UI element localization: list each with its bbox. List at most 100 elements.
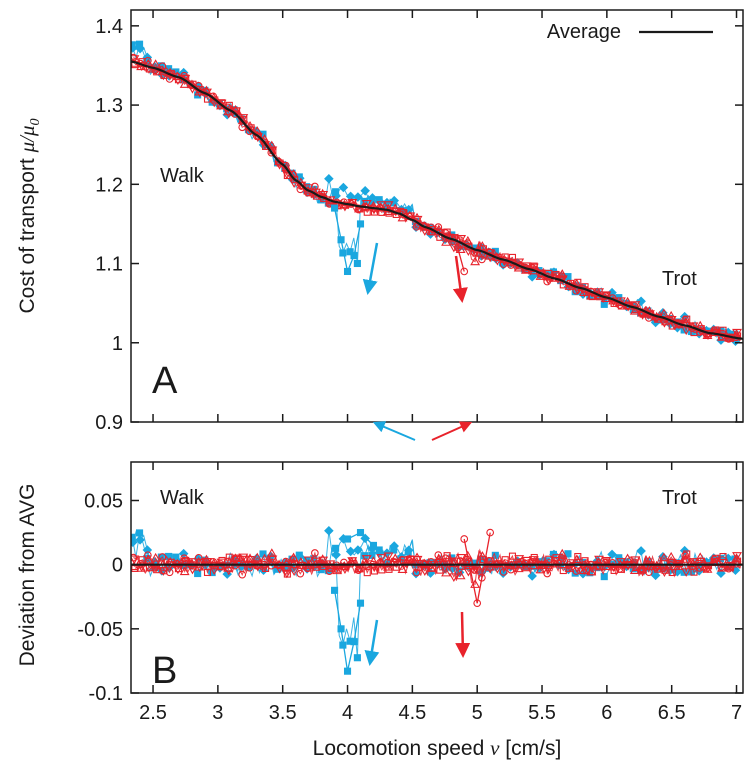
red-deviation-point bbox=[666, 558, 677, 568]
x-tick-label: 4 bbox=[342, 702, 353, 724]
event-point bbox=[460, 535, 469, 543]
red-data-point bbox=[131, 55, 140, 64]
legend-label-average: Average bbox=[547, 21, 621, 43]
panel-a-red-arrow bbox=[452, 255, 468, 303]
red-data-point bbox=[690, 329, 698, 337]
red-deviation-point bbox=[574, 552, 582, 561]
red-deviation-point bbox=[238, 570, 247, 579]
panel-b-letter: B bbox=[152, 650, 177, 692]
red-data-point bbox=[443, 228, 451, 236]
event-point bbox=[343, 535, 352, 543]
event-point bbox=[350, 638, 358, 646]
red-deviation-point bbox=[376, 554, 387, 563]
red-deviation-point bbox=[202, 558, 212, 567]
blue-deviation-point bbox=[389, 541, 399, 551]
event-point bbox=[356, 220, 365, 228]
x-axis-title-prefix: Locomotion speed bbox=[313, 737, 490, 760]
legend: Average bbox=[547, 21, 713, 43]
red-deviation-point bbox=[695, 552, 706, 561]
blue-deviation-point bbox=[636, 546, 646, 556]
red-data-point bbox=[516, 262, 524, 270]
red-deviation-point bbox=[543, 565, 554, 575]
red-deviation-point bbox=[232, 554, 241, 562]
red-deviation-point bbox=[646, 562, 654, 570]
red-deviation-point bbox=[514, 555, 525, 564]
panel-b-y-ticks: -0.1 -0.05 0 0.05 bbox=[77, 491, 743, 705]
red-deviation-point bbox=[559, 566, 567, 575]
red-deviation-point bbox=[610, 566, 618, 574]
red-data-point bbox=[376, 201, 387, 210]
red-data-point bbox=[717, 332, 727, 341]
panel-a-ytick-label: 1 bbox=[112, 333, 123, 355]
red-deviation-point bbox=[654, 565, 662, 573]
red-deviation-point bbox=[436, 566, 444, 574]
panel-a-walk-label: Walk bbox=[160, 165, 205, 187]
red-deviation-point bbox=[630, 556, 641, 566]
red-deviation-point bbox=[530, 553, 538, 562]
panel-b-ytick-label: 0.05 bbox=[84, 491, 123, 513]
panel-a-ytick-label: 1.4 bbox=[95, 16, 123, 38]
red-deviation-point bbox=[252, 552, 263, 562]
red-data-point bbox=[557, 269, 568, 278]
panel-a-trot-label: Trot bbox=[662, 268, 697, 290]
event-point bbox=[331, 204, 339, 212]
red-data-point bbox=[470, 256, 481, 266]
red-deviation-point bbox=[370, 567, 379, 575]
blue-deviation-point bbox=[353, 654, 361, 662]
red-deviation-point bbox=[283, 570, 291, 578]
red-deviation-point bbox=[216, 561, 226, 571]
red-deviation-point bbox=[557, 557, 568, 567]
x-tick-label: 6 bbox=[601, 702, 612, 724]
blue-deviation-point bbox=[527, 571, 537, 581]
red-deviation-point bbox=[259, 553, 270, 563]
red-deviation-point bbox=[203, 568, 212, 576]
red-deviation-point bbox=[579, 566, 590, 575]
red-data-point bbox=[456, 234, 467, 244]
red-deviation-point bbox=[680, 554, 691, 563]
red-deviation-point bbox=[545, 555, 553, 563]
red-deviation-point bbox=[407, 555, 415, 563]
event-point bbox=[337, 236, 345, 244]
red-deviation-point bbox=[303, 556, 314, 566]
red-data-point bbox=[588, 293, 596, 301]
blue-trace-line bbox=[131, 42, 739, 339]
blue-data-point bbox=[353, 259, 361, 268]
blue-trace-line bbox=[132, 40, 740, 342]
panel-b-data-layer bbox=[131, 525, 742, 675]
red-deviation-point bbox=[412, 555, 423, 565]
event-point bbox=[337, 625, 345, 633]
red-deviation-point bbox=[683, 550, 691, 558]
red-data-point bbox=[574, 278, 582, 286]
blue-data-point bbox=[338, 182, 349, 193]
red-deviation-point bbox=[269, 555, 277, 563]
panel-a-x-ticks bbox=[152, 10, 738, 422]
panel-b-x-ticks: 2.5 3 3.5 4 4.5 5 5.5 6 6.5 7 bbox=[139, 462, 742, 724]
panel-a-letter: A bbox=[152, 360, 178, 402]
red-deviation-point bbox=[281, 558, 292, 567]
panel-a-ytick-label: 1.2 bbox=[95, 174, 123, 196]
red-deviation-point bbox=[557, 548, 568, 558]
red-deviation-point bbox=[318, 556, 329, 566]
red-data-point bbox=[276, 159, 284, 167]
red-data-point bbox=[179, 79, 190, 88]
panel-b-ytick-label: -0.05 bbox=[77, 619, 123, 641]
red-deviation-point bbox=[320, 562, 328, 570]
panel-b-red-arrow-down bbox=[455, 611, 471, 658]
event-point bbox=[356, 529, 365, 537]
red-deviation-point bbox=[567, 559, 575, 567]
red-deviation-point bbox=[390, 558, 401, 568]
red-data-point bbox=[434, 223, 443, 231]
blue-data-point bbox=[527, 272, 537, 282]
event-point bbox=[356, 599, 365, 607]
x-tick-label: 2.5 bbox=[139, 702, 167, 724]
blue-deviation-point bbox=[353, 545, 363, 555]
red-deviation-point bbox=[187, 565, 198, 575]
red-data-point bbox=[499, 260, 508, 268]
x-tick-label: 5.5 bbox=[528, 702, 556, 724]
panel-a-blue-arrow bbox=[362, 242, 379, 295]
red-deviation-point bbox=[143, 554, 154, 564]
red-deviation-point bbox=[165, 568, 174, 577]
red-deviation-point bbox=[160, 567, 168, 575]
panel-b-red-arrow-up bbox=[431, 421, 473, 441]
panel-a-ytick-label: 0.9 bbox=[95, 412, 123, 434]
